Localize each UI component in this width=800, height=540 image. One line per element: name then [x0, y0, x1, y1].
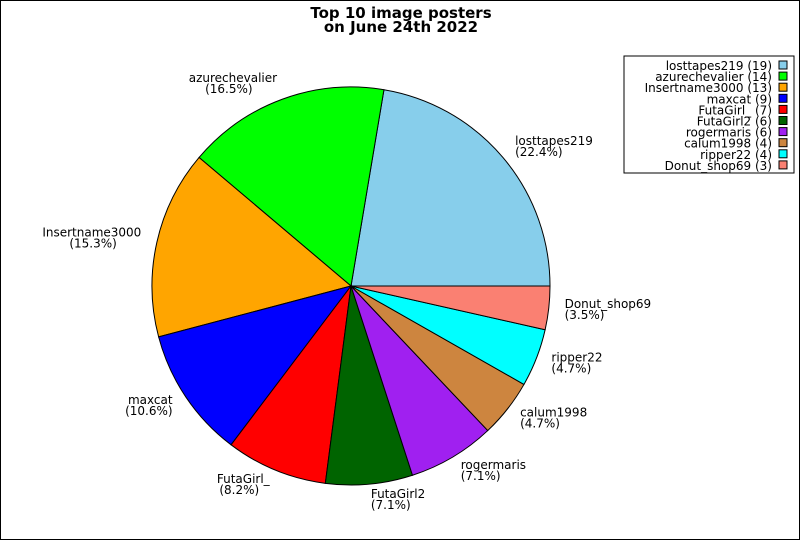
slice-label: azurechevalier: [189, 71, 277, 85]
legend-entry: rogermaris (6): [686, 126, 772, 140]
slice-label: Insertname3000: [42, 226, 141, 240]
slice-percent-label: (16.5%): [205, 82, 252, 96]
slice-label: calum1998: [520, 406, 587, 420]
legend-box: [623, 55, 795, 174]
legend-swatch: [778, 60, 788, 70]
slice-percent-label: (15.3%): [69, 237, 116, 251]
slice-percent-label: (7.1%): [371, 498, 411, 512]
legend-entry: FutaGirl_ (7): [698, 103, 772, 117]
slice-label: ripper22: [551, 351, 602, 365]
legend-entry: Donut_shop69 (3): [665, 159, 772, 173]
slice-label: losttapes219: [515, 134, 593, 148]
chart-title-line-1: Top 10 image posters: [310, 4, 491, 22]
slice-label: rogermaris: [461, 458, 526, 472]
legend-entry: Insertname3000 (13): [645, 81, 772, 95]
pie-slice-losttapes219: [350, 89, 551, 287]
legend-entry: azurechevalier (14): [655, 70, 772, 84]
legend-swatch: [778, 160, 788, 170]
pie-slice-FutaGirl_: [230, 284, 352, 484]
slice-percent-label: (3.5%): [565, 308, 605, 322]
legend-entry: ripper22 (4): [700, 148, 772, 162]
slice-label: FutaGirl2: [371, 487, 425, 501]
legend-entry: losttapes219 (19): [666, 59, 772, 73]
legend-swatch: [778, 71, 788, 81]
legend-swatch: [778, 82, 788, 92]
legend-swatch: [778, 116, 788, 125]
slice-percent-label: (4.7%): [551, 362, 591, 376]
legend-entry: maxcat (9): [707, 92, 772, 106]
legend-swatch: [778, 104, 788, 114]
pie-slice-maxcat: [158, 285, 353, 446]
pie-slice-azurechevalier: [198, 86, 385, 287]
slice-percent-label: (8.2%): [219, 483, 259, 497]
pie-slice-Insertname3000: [151, 156, 353, 338]
chart-title-line-2: on June 24th 2022: [324, 18, 478, 36]
legend-swatch: [778, 138, 788, 148]
legend-entry: calum1998 (4): [684, 137, 772, 151]
slice-percent-label: (4.7%): [520, 417, 560, 431]
legend-swatch: [778, 93, 788, 103]
slice-label: Donut_shop69: [565, 297, 652, 311]
slice-percent-label: (10.6%): [125, 404, 172, 418]
legend-swatch: [778, 149, 788, 159]
legend-swatch: [778, 127, 788, 137]
slice-label: FutaGirl_: [217, 472, 271, 486]
legend-entry: FutaGirl2 (6): [697, 115, 772, 129]
slice-label: maxcat: [128, 393, 173, 407]
slice-percent-label: (22.4%): [515, 145, 562, 159]
pie-slice-Donut_shop69: [350, 285, 551, 331]
slice-percent-label: (7.1%): [461, 469, 501, 483]
